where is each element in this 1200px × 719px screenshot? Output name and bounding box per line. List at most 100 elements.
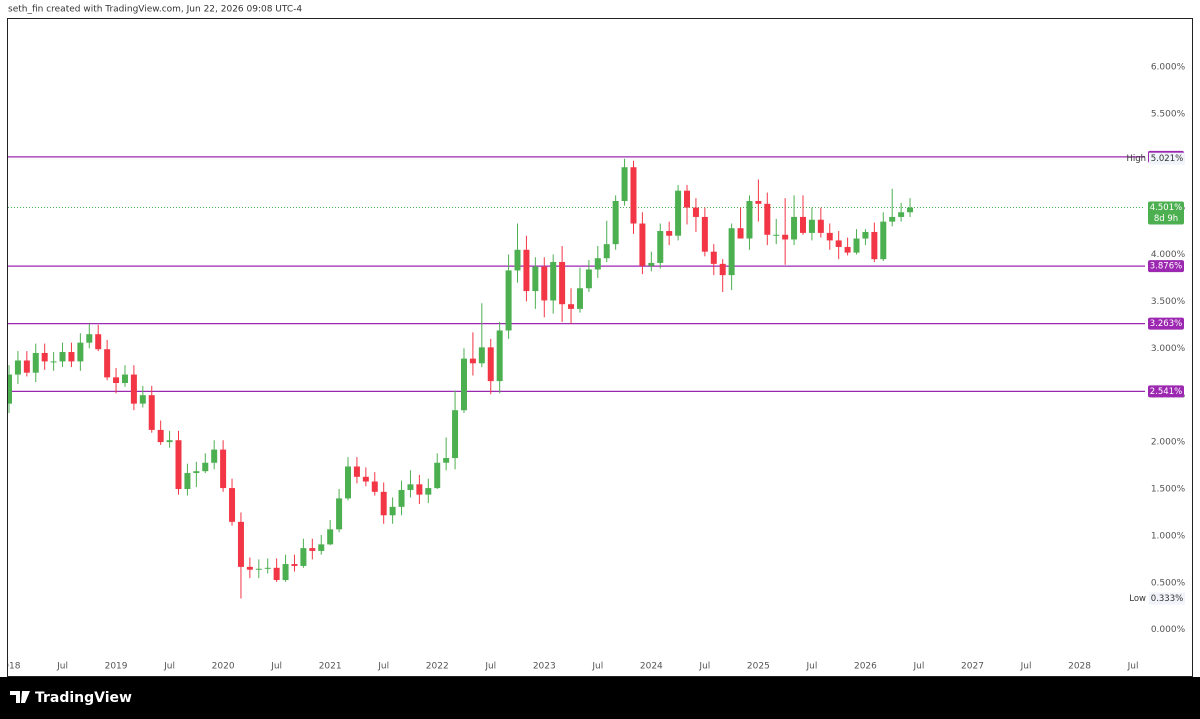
candle-body	[148, 395, 155, 430]
x-tick-label: Jul	[591, 662, 603, 672]
x-tick-label: 2021	[319, 662, 342, 672]
x-tick-label: 2018	[0, 662, 21, 672]
y-tick-label: 6.000%	[1151, 62, 1186, 72]
x-tick-label: 2020	[212, 662, 235, 672]
x-tick-label: Jul	[163, 662, 175, 672]
candle-body	[639, 223, 646, 266]
attribution: seth_fin created with TradingView.com, J…	[8, 5, 302, 15]
candle-body	[121, 374, 128, 383]
low-marker-name: Low	[1129, 594, 1146, 604]
candle-body	[898, 212, 905, 217]
candle-body	[487, 347, 494, 382]
y-tick-label: 5.500%	[1151, 109, 1186, 119]
candle-body	[710, 251, 717, 264]
candle-body	[264, 567, 271, 569]
x-tick-label: Jul	[913, 662, 925, 672]
candle-body	[380, 491, 387, 516]
x-tick-label: Jul	[1127, 662, 1139, 672]
candle-body	[826, 232, 833, 241]
candle-body	[104, 349, 111, 378]
candle-body	[14, 360, 21, 375]
candle-body	[327, 529, 334, 545]
level-label-box	[1148, 260, 1184, 273]
candle-body	[434, 462, 441, 489]
candle-body	[193, 471, 200, 474]
candle-body	[113, 377, 120, 383]
candle-body	[478, 347, 485, 364]
candle-body	[648, 262, 655, 266]
candle-body	[514, 249, 521, 271]
plot	[8, 156, 1145, 599]
candle-body	[728, 228, 735, 276]
candle-body	[229, 488, 236, 522]
candle-body	[621, 167, 628, 201]
candle-body	[184, 473, 191, 490]
y-tick-label: 0.500%	[1151, 578, 1186, 588]
level-label: 3.876%	[1150, 262, 1182, 272]
x-tick-label: Jul	[484, 662, 496, 672]
candle-body	[835, 240, 842, 247]
y-tick-label: 3.000%	[1151, 344, 1186, 354]
y-tick-label: 0.000%	[1151, 625, 1186, 635]
candle-body	[871, 231, 878, 260]
candle-body	[853, 238, 860, 253]
candle-body	[8, 374, 12, 404]
candle-body	[255, 568, 262, 570]
level-label: 3.263%	[1150, 319, 1182, 329]
candle-body	[496, 330, 503, 382]
high-marker-box	[1149, 152, 1185, 165]
candle-body	[585, 269, 592, 289]
candle-body	[68, 352, 75, 362]
candle-body	[202, 462, 209, 472]
candle-body	[336, 498, 343, 530]
countdown-label: 8d 9h	[1154, 214, 1178, 224]
candle-body	[460, 358, 467, 411]
brand-logo	[10, 691, 30, 703]
candle-body	[755, 201, 762, 204]
candle-body	[773, 234, 780, 236]
candle-body	[59, 352, 66, 362]
candle-body	[889, 216, 896, 222]
candle-body	[237, 521, 244, 567]
candle-body	[211, 449, 218, 463]
y-tick-label: 4.000%	[1151, 250, 1186, 260]
x-tick-label: 2023	[533, 662, 556, 672]
candle-body	[907, 207, 914, 213]
candle-body	[425, 488, 432, 495]
candle-body	[808, 219, 815, 233]
candle-body	[371, 481, 378, 492]
y-tick-label: 2.000%	[1151, 438, 1186, 448]
x-tick-label: Jul	[805, 662, 817, 672]
candle-body	[452, 410, 459, 459]
footer	[0, 677, 1200, 719]
candle-body	[95, 334, 102, 350]
candle-body	[416, 484, 423, 495]
x-tick-label: 2022	[426, 662, 449, 672]
candle-body	[469, 358, 476, 364]
candle-body	[32, 352, 39, 373]
high-marker-name: High	[1126, 154, 1146, 164]
y-tick-label: 1.500%	[1151, 485, 1186, 495]
candle-body	[594, 258, 601, 270]
candle-body	[737, 228, 744, 239]
candle-body	[603, 244, 610, 259]
candle-body	[309, 548, 316, 551]
candle-body	[701, 216, 708, 252]
candle-body	[77, 342, 84, 362]
x-tick-label: 2027	[961, 662, 984, 672]
candle-body	[559, 261, 566, 305]
candle-body	[568, 304, 575, 309]
candle-body	[273, 567, 280, 581]
candle-body	[220, 449, 227, 489]
y-tick-label: 1.000%	[1151, 531, 1186, 541]
candle-body	[764, 203, 771, 235]
x-tick-label: 2025	[747, 662, 770, 672]
candle-body	[862, 231, 869, 239]
low-marker-box	[1149, 592, 1185, 605]
x-tick-label: 2024	[640, 662, 663, 672]
level-label-box	[1148, 385, 1184, 398]
candle-body	[692, 207, 699, 217]
brand: TradingView	[35, 690, 132, 706]
candle-body	[746, 201, 753, 239]
